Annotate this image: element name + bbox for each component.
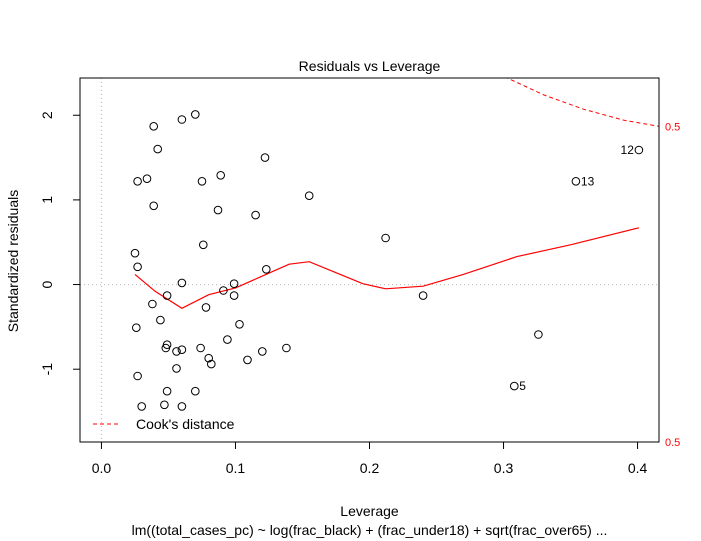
data-point — [162, 291, 172, 300]
data-point — [229, 279, 239, 289]
x-axis-label: Leverage — [340, 503, 399, 519]
data-point — [199, 240, 208, 250]
y-axis-label: Standardized residuals — [5, 190, 21, 332]
data-point — [381, 233, 390, 243]
y-tick-label: 1 — [39, 196, 55, 204]
y-tick-label: -1 — [39, 363, 55, 376]
data-point — [216, 171, 225, 180]
data-point — [177, 345, 187, 355]
data-point — [204, 353, 213, 363]
data-point — [207, 359, 216, 369]
data-point — [133, 371, 142, 381]
x-tick-label: 0.1 — [226, 460, 246, 476]
data-point — [177, 402, 187, 411]
legend-cooks-label: Cook's distance — [136, 416, 235, 432]
data-point — [142, 174, 152, 183]
smoother — [134, 227, 640, 309]
data-point — [197, 177, 207, 186]
y-tick-label: 0 — [39, 280, 55, 288]
x-tick-label: 0.4 — [628, 460, 648, 476]
data-point — [162, 386, 172, 396]
smoother-line — [134, 227, 640, 309]
data-points — [130, 110, 644, 411]
data-point — [258, 347, 267, 356]
data-point — [282, 343, 291, 353]
chart-subtitle: lm((total_cases_pc) ~ log(frac_black) + … — [132, 522, 608, 538]
cooks-contours — [506, 78, 659, 127]
data-point — [571, 177, 581, 186]
data-point — [418, 291, 428, 300]
data-point — [172, 347, 181, 356]
data-point — [229, 291, 239, 300]
data-point — [160, 400, 169, 410]
plot-frame — [79, 77, 660, 443]
data-point — [219, 286, 228, 295]
data-point — [148, 299, 157, 309]
data-point — [243, 355, 252, 365]
chart-title: Residuals vs Leverage — [299, 58, 441, 74]
reference-lines — [80, 78, 659, 442]
data-point — [149, 122, 158, 131]
data-point — [133, 177, 142, 186]
data-point — [177, 278, 187, 288]
y-tick-label: 2 — [39, 111, 55, 119]
data-point — [260, 153, 270, 162]
data-point — [201, 303, 211, 312]
data-point — [132, 323, 141, 333]
data-point — [634, 145, 644, 155]
point-label: 5 — [519, 379, 526, 393]
point-label: 13 — [581, 174, 595, 188]
data-point — [137, 402, 146, 411]
point-labels: 5 13 12 — [519, 143, 634, 393]
point-label: 12 — [621, 143, 635, 157]
data-point — [130, 248, 140, 258]
x-tick-label: 0.2 — [360, 460, 380, 476]
data-point — [161, 343, 171, 353]
right-labels: 0.5 0.5 — [665, 121, 680, 449]
data-point — [149, 201, 158, 211]
data-point — [304, 191, 314, 200]
data-point — [262, 265, 271, 274]
cooks-contour-0 — [506, 78, 659, 127]
data-point — [156, 315, 165, 325]
data-point — [251, 210, 260, 220]
cooks-level-label: 0.5 — [665, 121, 680, 133]
data-point — [191, 386, 200, 396]
x-axis: 0.0 0.1 0.2 0.3 0.4 — [92, 441, 648, 476]
data-point — [191, 110, 200, 119]
data-point — [510, 381, 519, 391]
y-axis: -1 0 1 2 — [39, 111, 81, 376]
data-point — [213, 205, 223, 215]
cooks-level-label: 0.5 — [665, 437, 680, 449]
x-tick-label: 0.3 — [494, 460, 514, 476]
data-point — [153, 144, 162, 154]
data-point — [223, 335, 232, 344]
data-point — [534, 330, 543, 339]
legend: Cook's distance — [93, 416, 235, 432]
x-tick-label: 0.0 — [92, 460, 112, 476]
data-point — [235, 320, 244, 329]
data-point — [177, 115, 187, 124]
data-point — [133, 262, 142, 272]
data-point — [172, 364, 181, 373]
data-point — [196, 343, 205, 353]
